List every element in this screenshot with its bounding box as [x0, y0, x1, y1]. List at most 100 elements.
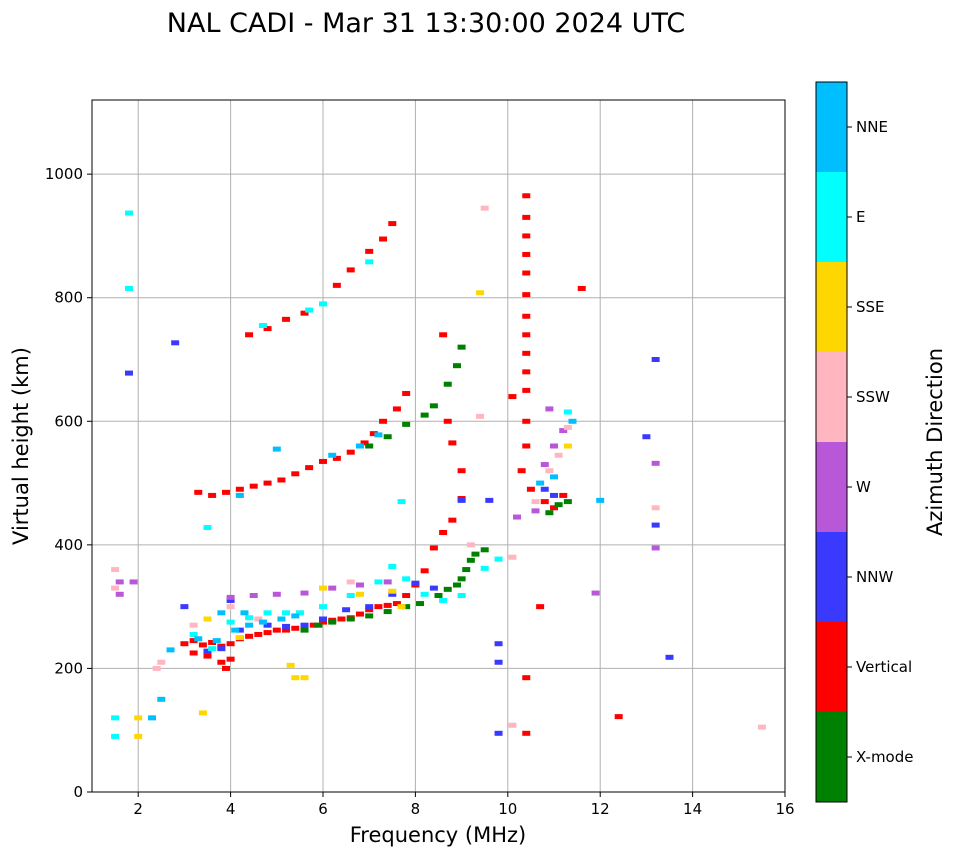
data-point-w [328, 585, 337, 591]
data-point-vertical [245, 633, 254, 639]
data-point-w [249, 593, 258, 599]
data-point-ssw [508, 722, 517, 728]
data-point-x-mode [452, 363, 461, 369]
data-point-nnw [494, 730, 503, 736]
data-point-nnw [665, 654, 674, 660]
data-point-vertical [208, 639, 217, 645]
data-point-e [263, 610, 272, 616]
data-point-ssw [651, 505, 660, 511]
data-point-ssw [554, 452, 563, 458]
data-point-nne [245, 622, 254, 628]
data-point-sse [286, 662, 295, 668]
data-point-vertical [522, 270, 531, 276]
data-point-vertical [522, 233, 531, 239]
data-point-vertical [522, 332, 531, 338]
data-point-nne [550, 474, 558, 480]
data-point-w [300, 590, 309, 596]
data-point-x-mode [365, 443, 374, 449]
data-point-vertical [221, 489, 230, 495]
data-point-e [111, 733, 120, 739]
data-point-x-mode [457, 344, 466, 350]
data-point-sse [134, 733, 143, 739]
data-point-e [305, 307, 314, 313]
data-point-w [129, 579, 138, 585]
data-point-sse [235, 635, 244, 641]
data-point-x-mode [480, 547, 489, 553]
data-point-w [550, 443, 558, 449]
data-point-e [457, 593, 466, 599]
data-point-e [319, 301, 327, 307]
data-point-w [272, 591, 281, 597]
data-point-vertical [319, 619, 327, 625]
data-point-vertical [522, 292, 531, 298]
data-point-nnw [263, 622, 272, 628]
x-axis: 2 4 6 8 10 12 14 16 [133, 792, 795, 818]
data-point-x-mode [466, 557, 475, 563]
data-point-ssw [757, 724, 766, 730]
data-point-sse [134, 715, 143, 721]
data-point-nne [355, 443, 364, 449]
data-point-vertical [457, 468, 466, 474]
data-point-nnw [494, 659, 503, 665]
data-point-x-mode [443, 586, 452, 592]
data-point-w [540, 462, 549, 468]
data-point-x-mode [365, 613, 374, 619]
data-point-e [189, 631, 198, 637]
data-point-e [420, 591, 429, 597]
colorbar-segment [816, 262, 847, 352]
data-point-sse [198, 710, 207, 716]
data-point-nnw [235, 627, 244, 633]
colorbar-segment [816, 442, 847, 532]
data-point-x-mode [402, 604, 411, 610]
data-point-e [365, 259, 374, 265]
colorbar-segment [816, 532, 847, 622]
data-point-vertical [263, 630, 272, 636]
x-tick-label: 12 [591, 800, 610, 818]
data-point-vertical [355, 611, 364, 617]
data-point-e [480, 565, 489, 571]
data-point-ssw [254, 616, 263, 622]
data-point-e [388, 563, 397, 569]
data-point-x-mode [402, 421, 411, 427]
data-point-ssw [152, 665, 161, 671]
y-tick-label: 200 [54, 659, 83, 677]
data-point-vertical [439, 332, 448, 338]
data-point-nnw [485, 497, 494, 503]
data-point-vertical [309, 622, 318, 628]
data-point-vertical [263, 326, 272, 332]
data-point-ssw [480, 205, 489, 211]
data-point-e [124, 285, 133, 291]
data-point-e [402, 576, 411, 582]
data-point-ssw [346, 579, 355, 585]
data-point-vertical [443, 418, 452, 424]
colorbar-tick-label: E [856, 208, 865, 226]
data-point-vertical [291, 471, 300, 477]
data-point-ssw [226, 604, 235, 610]
data-point-vertical [226, 641, 235, 647]
data-point-vertical [282, 627, 291, 633]
data-point-ssw [508, 554, 517, 560]
data-point-vertical [300, 310, 309, 316]
data-point-nne [536, 480, 545, 486]
data-point-w [545, 406, 554, 412]
x-tick-label: 4 [226, 800, 236, 818]
colorbar-tick-label: NNE [856, 118, 888, 136]
colorbar-label: Azimuth Direction [923, 348, 947, 536]
data-point-vertical [305, 465, 314, 471]
data-point-w [226, 594, 235, 600]
data-point-nnw [494, 641, 503, 647]
data-point-vertical [208, 492, 217, 498]
data-point-x-mode [420, 412, 429, 418]
x-tick-label: 10 [498, 800, 517, 818]
data-point-vertical [522, 350, 531, 356]
data-point-vertical [522, 369, 531, 375]
colorbar-segment [816, 352, 847, 442]
data-point-vertical [249, 483, 258, 489]
data-point-vertical [254, 631, 263, 637]
plot-frame [91, 99, 786, 793]
data-point-vertical [277, 477, 286, 483]
data-point-vertical [388, 221, 397, 227]
data-point-w [115, 579, 124, 585]
data-point-w [355, 582, 364, 588]
